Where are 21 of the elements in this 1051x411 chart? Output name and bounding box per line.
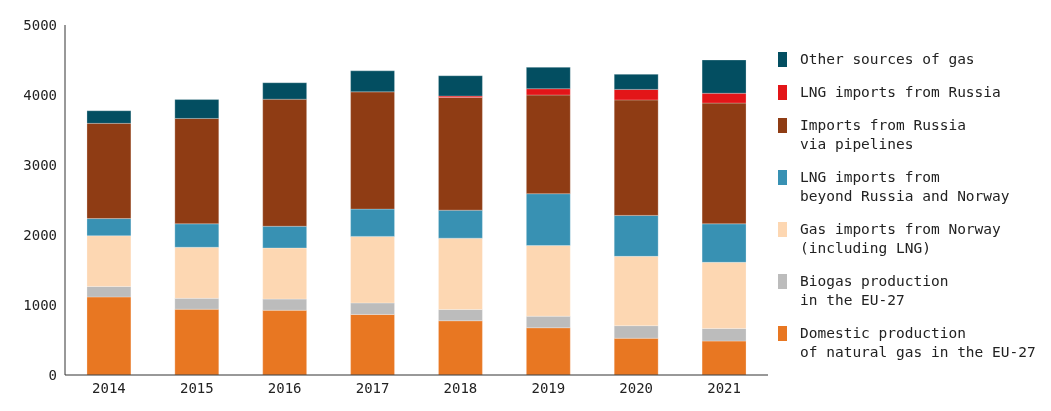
x-tick-label: 2015 (179, 379, 214, 396)
x-tick-label: 2017 (355, 379, 390, 396)
legend-label: Other sources of gas (800, 49, 975, 69)
legend-label: LNG imports from beyond Russia and Norway (800, 167, 1010, 206)
legend-label: Imports from Russia via pipelines (800, 115, 966, 154)
y-tick-label: 0 (48, 366, 57, 383)
x-tick-label: 2020 (619, 379, 654, 396)
y-tick-label: 5000 (23, 16, 57, 33)
y-tick-label: 1000 (23, 296, 57, 313)
x-tick-label: 2021 (707, 379, 741, 396)
legend-label: Gas imports from Norway (including LNG) (800, 219, 1001, 258)
y-tick-label: 4000 (23, 86, 57, 103)
x-tick-label: 2018 (443, 379, 478, 396)
y-tick-label: 2000 (23, 226, 57, 243)
legend-label: Domestic production of natural gas in the EU-27 (800, 323, 1036, 362)
legend-label: Biogas production in the EU-27 (800, 271, 949, 310)
legend-label: LNG imports from Russia (800, 82, 1001, 102)
x-tick-label: 2016 (267, 379, 302, 396)
x-tick-label: 2019 (531, 379, 566, 396)
x-tick-label: 2014 (92, 379, 126, 396)
y-tick-label: 3000 (23, 156, 57, 173)
